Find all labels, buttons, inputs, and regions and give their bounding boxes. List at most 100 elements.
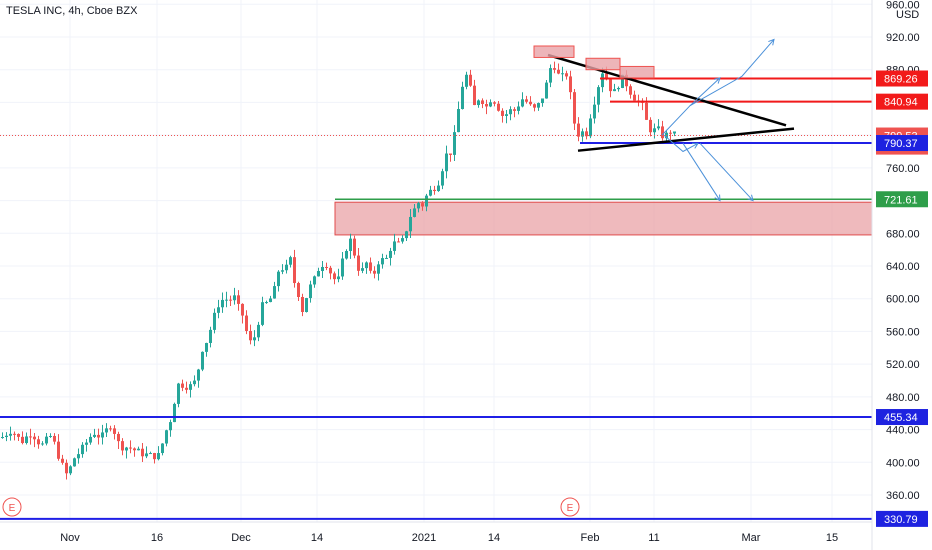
candle-body: [57, 441, 60, 459]
candle-body: [433, 189, 436, 192]
candle-body: [281, 270, 284, 272]
candle-body: [393, 241, 396, 251]
candle-body: [185, 387, 188, 390]
candle-body: [561, 73, 564, 75]
earnings-event-label: E: [9, 503, 16, 514]
time-axis[interactable]: Nov 16 Dec 14 2021 14 Feb 11 Mar 15: [60, 532, 838, 544]
candle-body: [605, 73, 608, 80]
candle-body: [417, 203, 420, 209]
candle-body: [545, 82, 548, 99]
candle-body: [413, 208, 416, 217]
candle-body: [17, 433, 20, 437]
candle-body: [89, 436, 92, 443]
candle-body: [529, 101, 532, 105]
candle-body: [289, 257, 292, 265]
candle-body: [329, 267, 332, 274]
time-tick-label: Nov: [60, 532, 80, 544]
candle-body: [5, 435, 8, 438]
price-tags: 869.26840.94799.5301:10:29790.37721.6145…: [876, 70, 928, 527]
candle-body: [533, 104, 536, 108]
price-tag-label: 869.26: [884, 73, 918, 85]
candle-body: [517, 106, 520, 111]
candle-body: [161, 443, 164, 454]
candle-body: [85, 442, 88, 445]
candle-body: [109, 428, 112, 430]
candle-body: [509, 109, 512, 115]
candle-body: [429, 189, 432, 196]
candle-body: [293, 257, 296, 284]
price-tick-label: 520.00: [886, 359, 920, 371]
candle-body: [625, 74, 628, 87]
candle-body: [553, 68, 556, 70]
candle-body: [249, 330, 252, 341]
price-tag-label: 455.34: [884, 412, 918, 424]
arrow-head: [691, 142, 699, 149]
resistance-box: [533, 45, 575, 58]
earnings-event-label: E: [567, 503, 574, 514]
time-tick-label: 14: [311, 532, 323, 544]
candle-body: [421, 203, 424, 207]
candle-body: [449, 153, 452, 155]
candle-body: [377, 264, 380, 274]
candle-body: [77, 454, 80, 459]
price-tick-label: 480.00: [886, 392, 920, 404]
candle-body: [525, 99, 528, 102]
candle-body: [301, 296, 304, 312]
candle-body: [341, 258, 344, 277]
candle-body: [325, 267, 328, 269]
candle-body: [53, 435, 56, 442]
candle-body: [137, 448, 140, 451]
resistance-box: [585, 57, 621, 71]
candle-body: [437, 185, 440, 192]
candle-body: [569, 76, 572, 93]
candle-body: [41, 443, 44, 445]
candle-body: [313, 276, 316, 285]
candle-body: [613, 89, 616, 92]
price-tick-label: 400.00: [886, 457, 920, 469]
candle-body: [501, 110, 504, 116]
candle-body: [237, 295, 240, 304]
drawings: [533, 38, 795, 202]
candle-body: [265, 302, 268, 304]
candle-body: [381, 258, 384, 265]
candle-body: [169, 422, 172, 431]
candle-body: [345, 250, 348, 259]
projection-arrow: [682, 143, 721, 201]
chart-title: TESLA INC, 4h, Cboe BZX: [6, 5, 138, 17]
candle-body: [37, 439, 40, 445]
price-tag-label: 721.61: [884, 194, 918, 206]
candle-body: [497, 103, 500, 111]
candle-body: [465, 74, 468, 87]
candle-body: [369, 262, 372, 271]
candle-body: [189, 384, 192, 390]
candle-body: [177, 383, 180, 404]
candle-body: [513, 109, 516, 111]
trendline-lower: [577, 127, 795, 152]
candle-body: [49, 435, 52, 437]
candle-body: [213, 312, 216, 330]
candle-body: [245, 315, 248, 331]
price-tick-label: 960.00: [886, 0, 920, 11]
arrow-head: [714, 77, 721, 84]
grid: [0, 0, 872, 522]
candle-body: [273, 286, 276, 299]
price-tick-label: 560.00: [886, 326, 920, 338]
projection-arrow: [689, 39, 775, 107]
candle-body: [585, 131, 588, 137]
candle-body: [317, 270, 320, 277]
candle-body: [217, 307, 220, 313]
candle-body: [661, 126, 664, 139]
candle-body: [269, 298, 272, 303]
price-tick-label: 680.00: [886, 228, 920, 240]
candle-body: [241, 303, 244, 316]
candle-body: [589, 118, 592, 137]
candle-body: [197, 369, 200, 381]
candle-body: [157, 453, 160, 460]
price-tag: [876, 191, 928, 208]
price-tick-label: 920.00: [886, 32, 920, 44]
candle-body: [593, 104, 596, 119]
candle-body: [25, 436, 28, 444]
price-tick-label: 600.00: [886, 294, 920, 306]
